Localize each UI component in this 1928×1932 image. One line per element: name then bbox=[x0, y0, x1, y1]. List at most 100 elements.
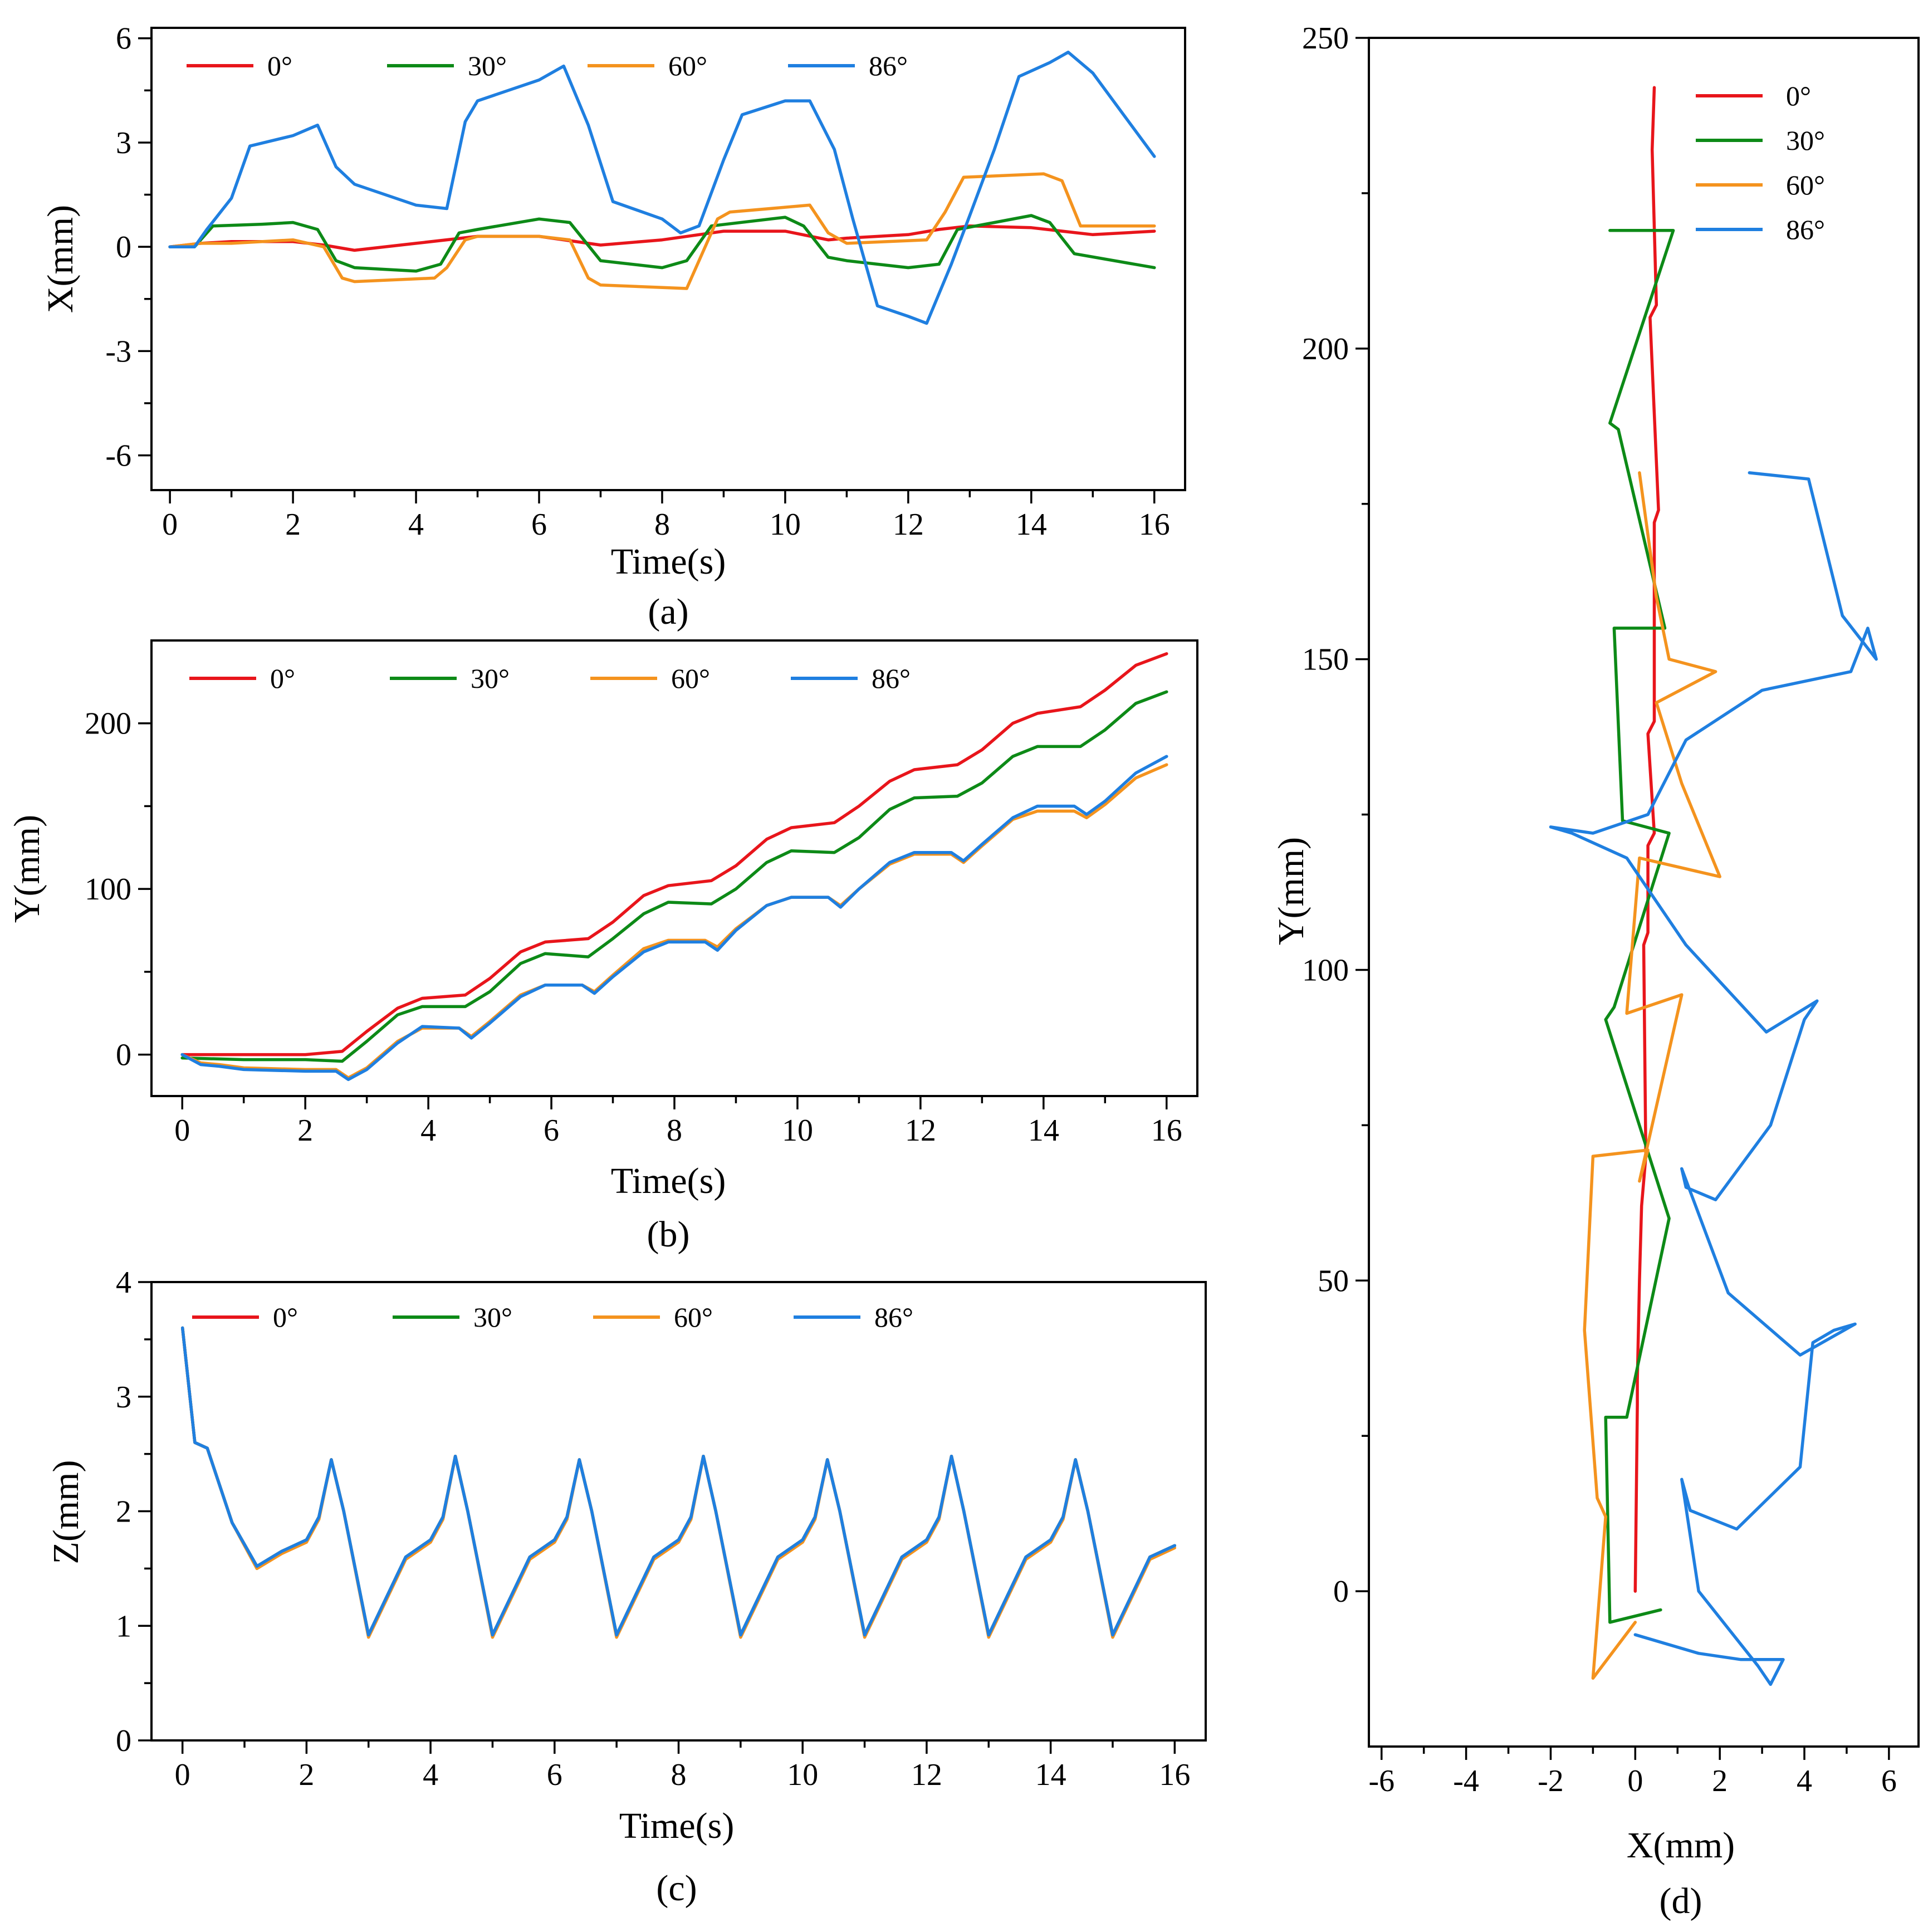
legend-label: 60° bbox=[1786, 169, 1825, 200]
x-tick-label: 0 bbox=[175, 1758, 190, 1792]
series-line-30deg bbox=[180, 690, 1168, 1063]
x-tick-label: 6 bbox=[547, 1758, 562, 1792]
x-tick-label: 4 bbox=[1797, 1764, 1812, 1798]
legend-label: 86° bbox=[869, 50, 908, 81]
series-line-60deg bbox=[180, 763, 1168, 1080]
y-tick-label: 250 bbox=[1302, 21, 1349, 56]
x-tick-label: 14 bbox=[1035, 1758, 1066, 1792]
x-axis-title: Time(s) bbox=[619, 1806, 735, 1846]
series-line-86deg bbox=[1549, 471, 1878, 1686]
x-tick-label: 4 bbox=[408, 507, 424, 542]
legend-label: 0° bbox=[267, 50, 292, 81]
y-axis-title: Z(mm) bbox=[46, 1460, 86, 1564]
series-line-60deg bbox=[1583, 471, 1721, 1680]
y-tick-label: 50 bbox=[1318, 1264, 1349, 1298]
y-axis-title: Y(mm) bbox=[7, 815, 47, 923]
y-axis-title: Y(mm) bbox=[1271, 837, 1312, 945]
series-group bbox=[168, 50, 1156, 325]
legend-label: 30° bbox=[471, 663, 510, 694]
x-tick-label: 14 bbox=[1016, 507, 1047, 542]
plot-frame bbox=[150, 27, 1186, 491]
legend-entry: 60° bbox=[590, 663, 710, 694]
series-line-86deg bbox=[180, 1326, 1177, 1637]
series-group bbox=[180, 652, 1168, 1082]
x-axis-title: X(mm) bbox=[1627, 1825, 1735, 1866]
legend-entry: 60° bbox=[593, 1302, 713, 1333]
series-line-86deg bbox=[168, 50, 1156, 325]
x-tick-label: -6 bbox=[1368, 1764, 1394, 1798]
series-line-0deg bbox=[180, 652, 1168, 1057]
legend-entry: 86° bbox=[794, 1302, 913, 1333]
y-tick-label: 200 bbox=[1302, 332, 1349, 366]
x-tick-label: 8 bbox=[667, 1113, 682, 1148]
legend-entry: 30° bbox=[393, 1302, 512, 1333]
plot-frame bbox=[150, 639, 1198, 1097]
legend-entry: 60° bbox=[1696, 169, 1825, 200]
panel-b-y-vs-time: 0 2 4 6 8 10 12 14 16 0 100 200 Time(s) Y(mm) (b) 0° 30°… bbox=[7, 639, 1198, 1255]
series-group bbox=[180, 1326, 1177, 1639]
x-tick-label: 4 bbox=[423, 1758, 438, 1792]
legend-entry: 30° bbox=[387, 50, 507, 81]
legend-label: 0° bbox=[270, 663, 295, 694]
legend-label: 30° bbox=[473, 1302, 512, 1333]
legend: 0° 30° 60° 86° bbox=[189, 663, 911, 694]
legend-label: 30° bbox=[468, 50, 507, 81]
x-tick-label: 0 bbox=[162, 507, 178, 542]
x-axis-title: Time(s) bbox=[611, 541, 726, 582]
legend-entry: 0° bbox=[189, 663, 295, 694]
series-line-86deg bbox=[180, 755, 1168, 1082]
x-tick-label: 2 bbox=[285, 507, 301, 542]
x-axis-title: Time(s) bbox=[611, 1161, 726, 1201]
y-tick-label: 3 bbox=[116, 1380, 131, 1415]
series-line-60deg bbox=[180, 1326, 1177, 1639]
legend-entry: 0° bbox=[192, 1302, 298, 1333]
panel-caption: (d) bbox=[1660, 1881, 1702, 1921]
x-tick-label: -4 bbox=[1453, 1764, 1479, 1798]
x-tick-label: 12 bbox=[905, 1113, 936, 1148]
y-tick-label: 3 bbox=[116, 126, 131, 160]
y-tick-label: 0 bbox=[116, 230, 131, 265]
series-line-60deg bbox=[168, 172, 1156, 290]
legend-entry: 86° bbox=[1696, 214, 1825, 245]
y-tick-label: 100 bbox=[1302, 953, 1349, 987]
legend-label: 60° bbox=[671, 663, 710, 694]
panel-d-trajectory-xy: -6 -4 -2 0 2 4 6 0 50 100 150 200 250 X(mm) Y(mm) (d) 0°… bbox=[1271, 21, 1920, 1921]
x-tick-label: 4 bbox=[420, 1113, 436, 1148]
y-tick-label: 0 bbox=[116, 1038, 131, 1073]
y-tick-label: 0 bbox=[116, 1724, 131, 1758]
x-tick-label: 16 bbox=[1151, 1113, 1182, 1148]
y-tick-label: -6 bbox=[105, 439, 131, 473]
legend-label: 86° bbox=[872, 663, 911, 694]
x-tick-label: -2 bbox=[1538, 1764, 1564, 1798]
x-tick-label: 16 bbox=[1139, 507, 1170, 542]
x-tick-label: 2 bbox=[299, 1758, 314, 1792]
panel-caption: (a) bbox=[648, 591, 688, 632]
x-tick-label: 10 bbox=[770, 507, 801, 542]
series-line-0deg bbox=[180, 1326, 1177, 1637]
y-tick-label: 4 bbox=[116, 1265, 131, 1300]
plot-frame bbox=[1368, 37, 1920, 1748]
x-tick-label: 16 bbox=[1159, 1758, 1190, 1792]
legend-entry: 86° bbox=[791, 663, 911, 694]
series-line-30deg bbox=[1604, 229, 1675, 1624]
y-tick-label: 6 bbox=[116, 22, 131, 56]
y-tick-label: 1 bbox=[116, 1609, 131, 1644]
y-tick-label: 150 bbox=[1302, 643, 1349, 677]
legend-label: 60° bbox=[668, 50, 707, 81]
x-tick-label: 14 bbox=[1028, 1113, 1059, 1148]
y-tick-label: 100 bbox=[85, 872, 131, 907]
legend-label: 0° bbox=[1786, 80, 1811, 111]
y-tick-label: -3 bbox=[105, 334, 131, 369]
series-line-30deg bbox=[168, 214, 1156, 273]
panel-caption: (b) bbox=[647, 1214, 690, 1255]
legend-label: 60° bbox=[674, 1302, 713, 1333]
x-tick-label: 8 bbox=[671, 1758, 687, 1792]
y-tick-label: 200 bbox=[85, 707, 131, 741]
y-axis-title: X(mm) bbox=[40, 205, 81, 313]
x-tick-label: 6 bbox=[544, 1113, 559, 1148]
legend-entry: 86° bbox=[788, 50, 908, 81]
legend-label: 86° bbox=[1786, 214, 1825, 245]
x-tick-label: 6 bbox=[531, 507, 547, 542]
